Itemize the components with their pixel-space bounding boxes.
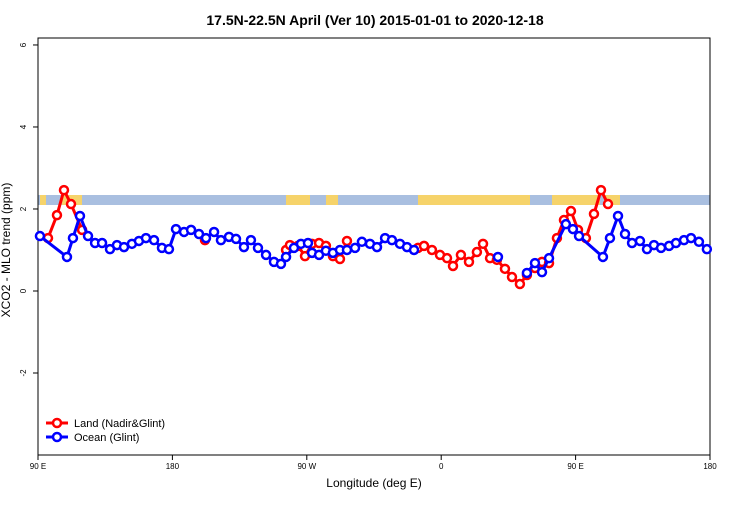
land-strip	[286, 195, 310, 205]
point	[260, 249, 272, 261]
point	[455, 249, 467, 261]
land-strip	[418, 195, 530, 205]
point	[426, 244, 438, 256]
chart-title: 17.5N-22.5N April (Ver 10) 2015-01-01 to…	[206, 12, 543, 28]
point	[82, 230, 94, 242]
point	[597, 251, 609, 263]
point	[565, 205, 577, 217]
y-tick-label: 4	[19, 124, 28, 129]
point	[275, 258, 287, 270]
point	[356, 236, 368, 248]
x-tick-label: 90 W	[297, 462, 316, 471]
point	[573, 230, 585, 242]
point	[280, 251, 292, 263]
point	[693, 236, 705, 248]
point	[567, 223, 579, 235]
legend-marker	[51, 417, 63, 429]
legend-marker	[51, 431, 63, 443]
point	[506, 271, 518, 283]
point	[238, 241, 250, 253]
point	[602, 198, 614, 210]
point	[341, 235, 353, 247]
point	[302, 237, 314, 249]
land-strip	[552, 195, 600, 205]
land-strip	[326, 195, 338, 205]
legend-label: Land (Nadir&Glint)	[74, 418, 165, 430]
y-axis-label: XCO2 - MLO trend (ppm)	[0, 183, 13, 318]
point	[447, 260, 459, 272]
point	[51, 209, 63, 221]
point	[477, 238, 489, 250]
point	[252, 242, 264, 254]
point	[215, 234, 227, 246]
point	[471, 246, 483, 258]
y-tick-label: 6	[19, 42, 28, 47]
point	[341, 244, 353, 256]
land-strip	[604, 195, 620, 205]
point	[386, 234, 398, 246]
legend: Land (Nadir&Glint) Ocean (Glint)	[46, 417, 165, 444]
y-tick-label: 0	[19, 288, 28, 293]
point	[140, 232, 152, 244]
x-tick-label: 90 E	[567, 462, 583, 471]
x-tick-label: 90 E	[30, 462, 46, 471]
point	[418, 240, 430, 252]
point	[245, 234, 257, 246]
legend-label: Ocean (Glint)	[74, 432, 139, 444]
point	[543, 252, 555, 264]
point	[560, 218, 572, 230]
ocean-strip	[38, 195, 710, 205]
point	[634, 235, 646, 247]
point	[163, 243, 175, 255]
point	[74, 210, 86, 222]
point	[619, 228, 631, 240]
y-tick-label: 2	[19, 206, 28, 211]
point	[536, 266, 548, 278]
point	[492, 251, 504, 263]
point	[604, 232, 616, 244]
point	[655, 242, 667, 254]
land-strip	[40, 195, 46, 205]
point	[185, 224, 197, 236]
point	[408, 244, 420, 256]
point	[67, 232, 79, 244]
point	[170, 223, 182, 235]
point	[499, 263, 511, 275]
x-tick-label: 0	[439, 462, 444, 471]
point	[200, 232, 212, 244]
point	[65, 198, 77, 210]
plot-area	[34, 184, 713, 290]
point	[58, 184, 70, 196]
point	[61, 251, 73, 263]
x-tick-label: 180	[166, 462, 180, 471]
point	[612, 210, 624, 222]
point	[34, 230, 46, 242]
point	[595, 184, 607, 196]
point	[441, 252, 453, 264]
point	[349, 242, 361, 254]
point	[514, 278, 526, 290]
point	[521, 267, 533, 279]
point	[371, 241, 383, 253]
point	[588, 208, 600, 220]
point	[670, 237, 682, 249]
point	[463, 256, 475, 268]
point	[529, 257, 541, 269]
point	[230, 233, 242, 245]
x-tick-label: 180	[703, 462, 717, 471]
point	[685, 232, 697, 244]
x-axis-label: Longitude (deg E)	[326, 476, 421, 490]
point	[701, 243, 713, 255]
point	[148, 234, 160, 246]
point	[208, 226, 220, 238]
point	[334, 253, 346, 265]
y-tick-label: -2	[19, 369, 28, 377]
point	[96, 237, 108, 249]
